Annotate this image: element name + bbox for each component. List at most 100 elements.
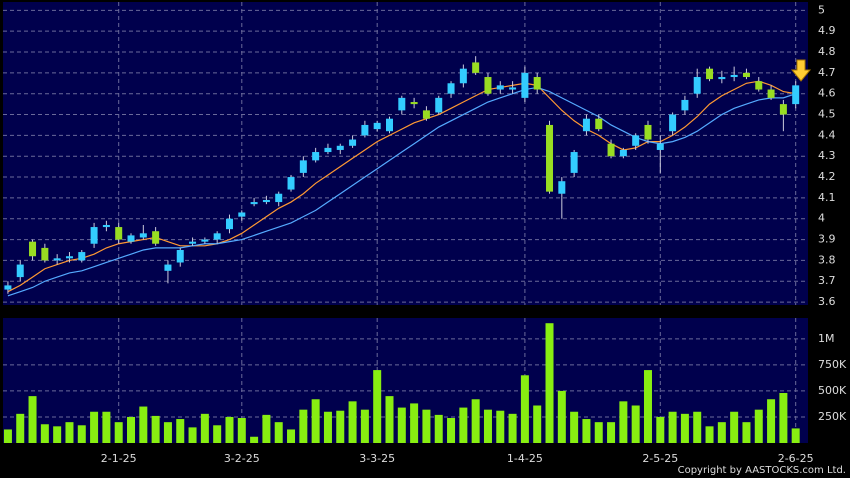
candle-body [312, 152, 320, 161]
y-tick-label: 4 [818, 212, 825, 225]
candle-body [619, 149, 627, 157]
x-tick-label: 3-2-25 [224, 452, 260, 465]
candle-body [4, 285, 12, 290]
volume-bar [668, 411, 677, 443]
y-tick-label: 4.9 [818, 24, 836, 37]
y-tick-label: 250K [818, 410, 847, 423]
candle-body [102, 224, 110, 228]
volume-bar [717, 422, 726, 443]
volume-bar [397, 407, 406, 443]
volume-bar [151, 415, 160, 443]
volume-bar [28, 396, 37, 443]
volume-bar [385, 396, 394, 443]
volume-bar [520, 375, 529, 443]
x-tick-label: 2-5-25 [642, 452, 678, 465]
copyright: Copyright by AASTOCKS.com Ltd. [678, 465, 846, 476]
volume-bar [200, 413, 209, 443]
candle-body [656, 143, 664, 150]
candle-body [152, 231, 160, 244]
candle-body [373, 122, 381, 130]
volume-bar [730, 411, 739, 443]
y-tick-label: 750K [818, 358, 847, 371]
volume-bar [791, 428, 800, 443]
candle-body [164, 264, 172, 271]
candle-body [90, 227, 98, 244]
volume-bar [643, 370, 652, 443]
volume-bar [262, 414, 271, 443]
candle-body [447, 83, 455, 94]
volume-bar [323, 411, 332, 443]
candle-body [718, 77, 726, 80]
volume-bar [176, 419, 185, 443]
candle-body [139, 233, 147, 238]
volume-bar [767, 399, 776, 443]
candle-body [201, 239, 209, 242]
volume-bar [508, 413, 517, 443]
x-tick-label: 3-3-25 [359, 452, 395, 465]
volume-bar [693, 411, 702, 443]
volume-bar [754, 409, 763, 443]
volume-bar [127, 416, 136, 443]
candle-body [779, 104, 787, 115]
candle-body [496, 85, 504, 90]
x-tick-label: 2-6-25 [778, 452, 814, 465]
candle-body [213, 233, 221, 240]
y-tick-label: 4.5 [818, 108, 836, 121]
candle-body [755, 81, 763, 90]
volume-bar [348, 401, 357, 443]
y-tick-label: 3.9 [818, 233, 836, 246]
volume-bar [65, 422, 74, 443]
candle-body [16, 264, 24, 278]
candle-body [385, 118, 393, 132]
y-tick-label: 4.6 [818, 87, 836, 100]
candle-body [336, 145, 344, 150]
volume-bar [40, 424, 49, 443]
volume-bar [139, 406, 148, 443]
candle-body [361, 124, 369, 136]
candle-body [41, 247, 49, 261]
volume-bar [114, 422, 123, 443]
volume-bar [299, 409, 308, 443]
price-panel [3, 2, 808, 305]
candle-body [115, 227, 123, 240]
moving-average [7, 80, 796, 293]
candle-body [287, 177, 295, 190]
y-tick-label: 4.7 [818, 66, 836, 79]
volume-bar [90, 411, 99, 443]
volume-bar [188, 427, 197, 443]
volume-bar [631, 405, 640, 443]
y-tick-label: 4.4 [818, 128, 836, 141]
candle-body [250, 202, 258, 205]
candle-body [681, 99, 689, 111]
candle-body [29, 241, 37, 257]
candle-body [558, 181, 566, 194]
volume-bar [656, 416, 665, 443]
candle-body [422, 110, 430, 119]
candle-body [730, 74, 738, 78]
volume-bar [237, 418, 246, 443]
candle-body [78, 252, 86, 261]
candle-body [349, 139, 357, 146]
x-tick-label: 2-1-25 [101, 452, 137, 465]
volume-bar [373, 370, 382, 443]
volume-bar [213, 425, 222, 443]
candle-body [176, 249, 184, 263]
candle-body [127, 235, 135, 242]
y-tick-label: 3.8 [818, 253, 836, 266]
moving-average [7, 86, 796, 297]
candle-body [484, 77, 492, 94]
candle-body [607, 143, 615, 157]
candle-body [767, 89, 775, 98]
candle-body [533, 77, 541, 90]
volume-bar [742, 422, 751, 443]
candle-body [595, 118, 603, 130]
volume-bar [680, 413, 689, 443]
candle-body [65, 256, 73, 259]
y-tick-label: 4.3 [818, 149, 836, 162]
volume-bar [311, 399, 320, 443]
volume-bar [3, 429, 12, 443]
volume-bar [483, 409, 492, 443]
candle-body [225, 218, 233, 230]
volume-bar [434, 414, 443, 443]
